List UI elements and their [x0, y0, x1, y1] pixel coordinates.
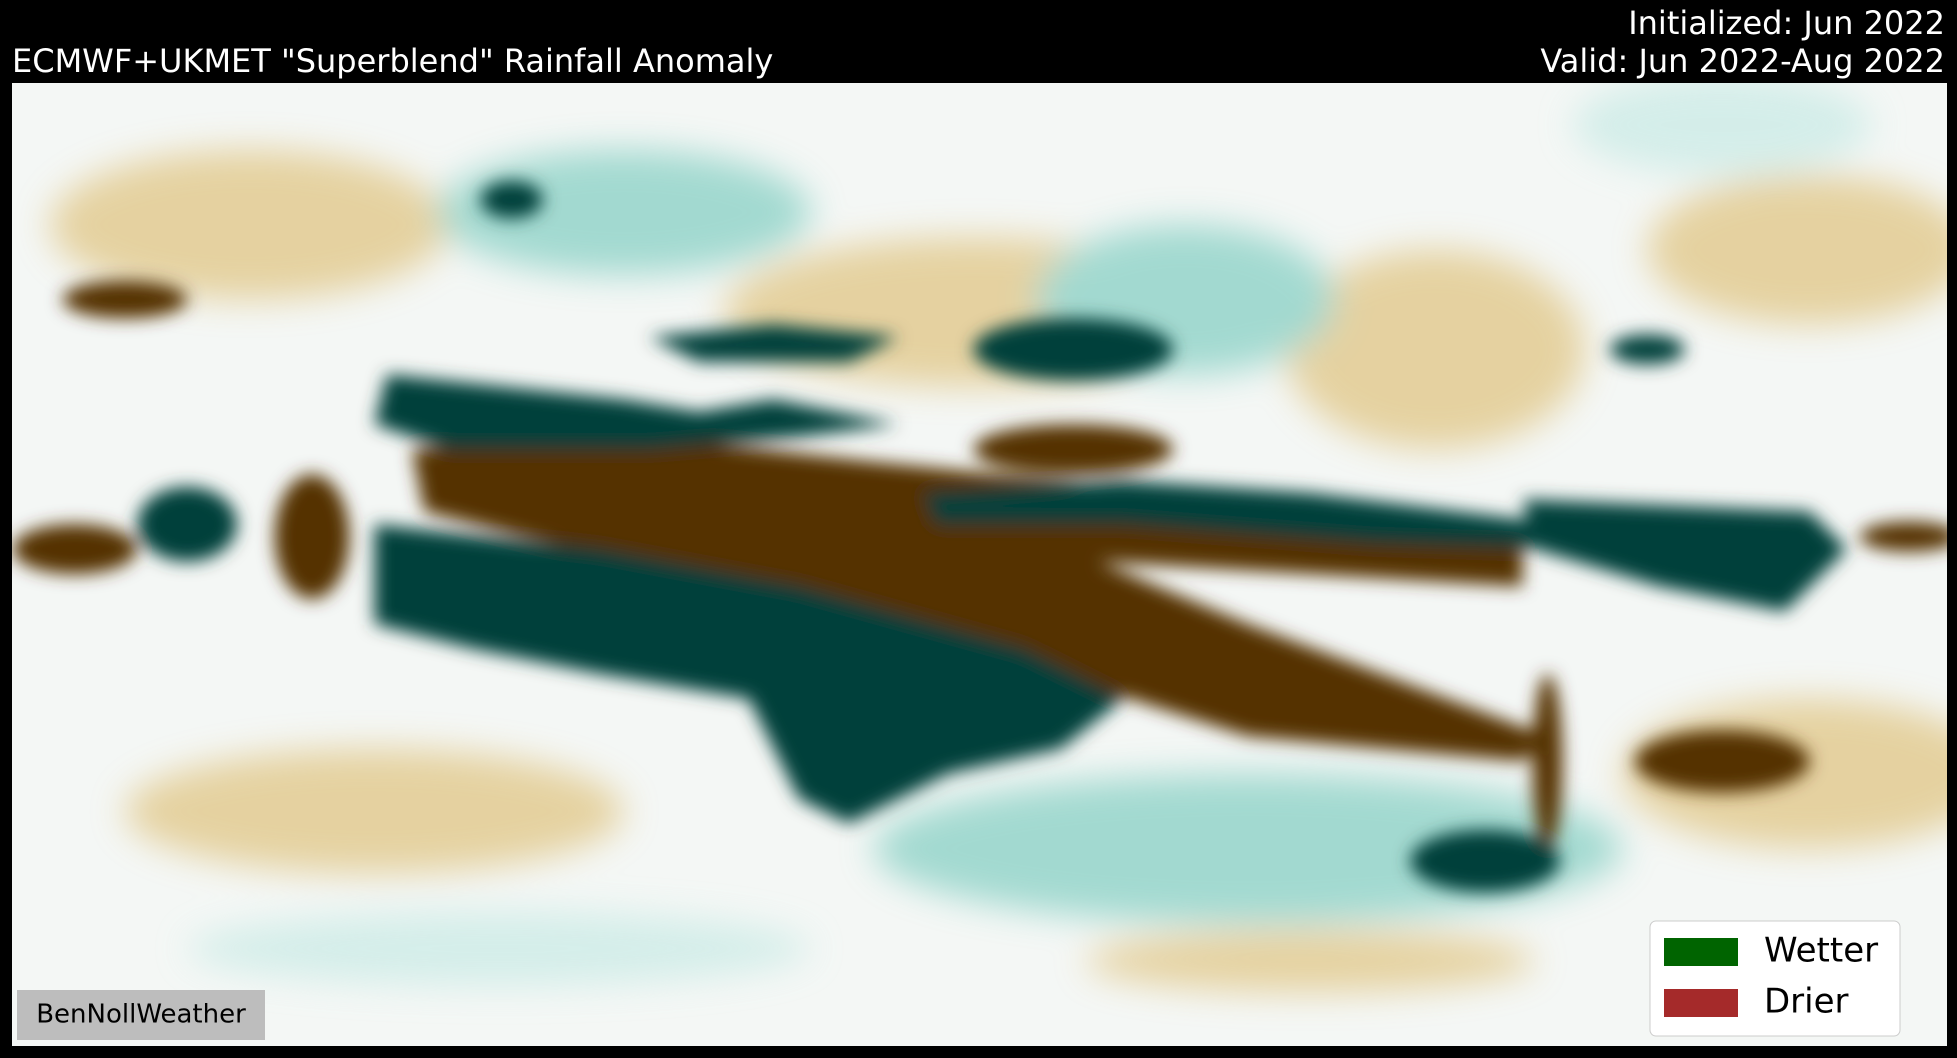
- legend-label: Drier: [1764, 982, 1849, 1022]
- watermark: BenNollWeather: [36, 1000, 246, 1030]
- map: [12, 83, 1947, 1046]
- legend: Wetter Drier: [1664, 931, 1878, 1022]
- map-title: ECMWF+UKMET "Superblend" Rainfall Anomal…: [12, 42, 773, 80]
- watermark-box: [17, 990, 265, 1040]
- legend-swatch: [1664, 989, 1738, 1017]
- legend-swatch: [1664, 938, 1738, 966]
- legend-label: Wetter: [1764, 931, 1878, 971]
- initialized-label: Initialized: Jun 2022: [1628, 4, 1945, 42]
- valid-label: Valid: Jun 2022-Aug 2022: [1540, 42, 1945, 80]
